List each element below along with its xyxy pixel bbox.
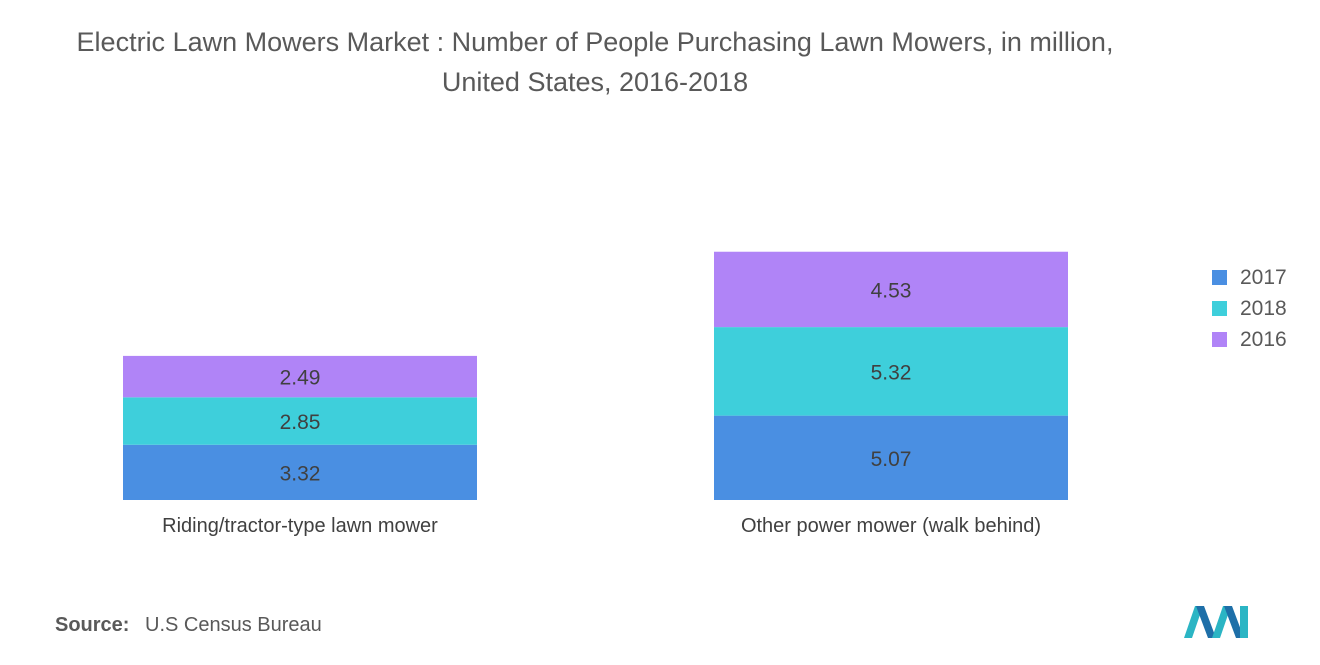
stacked-bar-chart: 3.32 2.85 2.49 Riding/tractor-type lawn mow… xyxy=(123,251,1068,537)
mordor-intelligence-logo-icon xyxy=(1184,606,1248,638)
category-label-1: Riding/tractor-type lawn mower xyxy=(162,515,438,537)
chart-title: Electric Lawn Mowers Market : Number of … xyxy=(76,27,1114,97)
data-label-2017-1: 3.32 xyxy=(280,462,321,485)
bar-segment-2018-2 xyxy=(714,327,1068,416)
source-note: Source: U.S Census Bureau xyxy=(55,614,322,637)
data-label-2016-2: 4.53 xyxy=(871,279,912,302)
data-label-2018-2: 5.32 xyxy=(871,361,912,384)
legend-item-2016: 2016 xyxy=(1212,324,1287,355)
data-label-2016-1: 2.49 xyxy=(280,367,321,390)
legend-item-2017: 2017 xyxy=(1212,262,1287,293)
bar-segment-2018-1 xyxy=(123,397,477,445)
bar-segment-2017-1 xyxy=(123,444,477,500)
legend-label-2016: 2016 xyxy=(1240,327,1287,351)
legend-label-2018: 2018 xyxy=(1240,296,1287,320)
legend-swatch-2016 xyxy=(1212,332,1227,347)
source-label: Source: xyxy=(55,614,130,636)
data-label-2017-2: 5.07 xyxy=(871,448,912,471)
legend: 2017 2018 2016 xyxy=(1212,262,1287,355)
data-label-2018-1: 2.85 xyxy=(280,411,321,434)
category-label-2: Other power mower (walk behind) xyxy=(741,515,1041,537)
legend-label-2017: 2017 xyxy=(1240,265,1287,289)
legend-swatch-2017 xyxy=(1212,270,1227,285)
bar-segment-2016-1 xyxy=(123,355,477,398)
legend-item-2018: 2018 xyxy=(1212,293,1287,324)
legend-swatch-2018 xyxy=(1212,301,1227,316)
source-text: U.S Census Bureau xyxy=(145,614,322,636)
bar-segment-2017-2 xyxy=(714,415,1068,500)
bar-segment-2016-2 xyxy=(714,251,1068,328)
